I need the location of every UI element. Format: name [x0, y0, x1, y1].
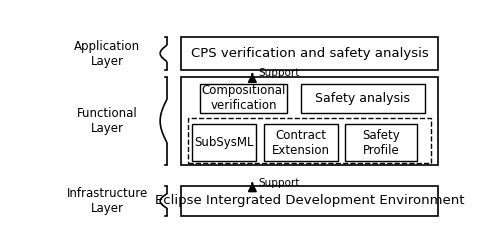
- Text: Application
Layer: Application Layer: [74, 40, 140, 68]
- FancyBboxPatch shape: [346, 124, 417, 161]
- FancyBboxPatch shape: [180, 77, 438, 165]
- Text: Contract
Extension: Contract Extension: [272, 128, 330, 157]
- Text: Compositional
verification: Compositional verification: [202, 84, 286, 112]
- FancyBboxPatch shape: [301, 84, 425, 113]
- Text: Functional
Layer: Functional Layer: [76, 107, 138, 135]
- FancyBboxPatch shape: [188, 118, 430, 163]
- FancyBboxPatch shape: [180, 186, 438, 216]
- Text: Safety
Profile: Safety Profile: [362, 128, 400, 157]
- Text: Support: Support: [258, 178, 300, 188]
- Text: Eclipse Intergrated Development Environment: Eclipse Intergrated Development Environm…: [155, 194, 464, 207]
- FancyBboxPatch shape: [192, 124, 256, 161]
- Text: SubSysML: SubSysML: [194, 136, 254, 149]
- Text: Infrastructure
Layer: Infrastructure Layer: [66, 187, 148, 215]
- FancyBboxPatch shape: [200, 84, 287, 113]
- Text: Support: Support: [258, 68, 300, 78]
- Text: Safety analysis: Safety analysis: [316, 92, 410, 105]
- FancyBboxPatch shape: [264, 124, 338, 161]
- FancyBboxPatch shape: [180, 37, 438, 70]
- Text: CPS verification and safety analysis: CPS verification and safety analysis: [190, 47, 428, 60]
